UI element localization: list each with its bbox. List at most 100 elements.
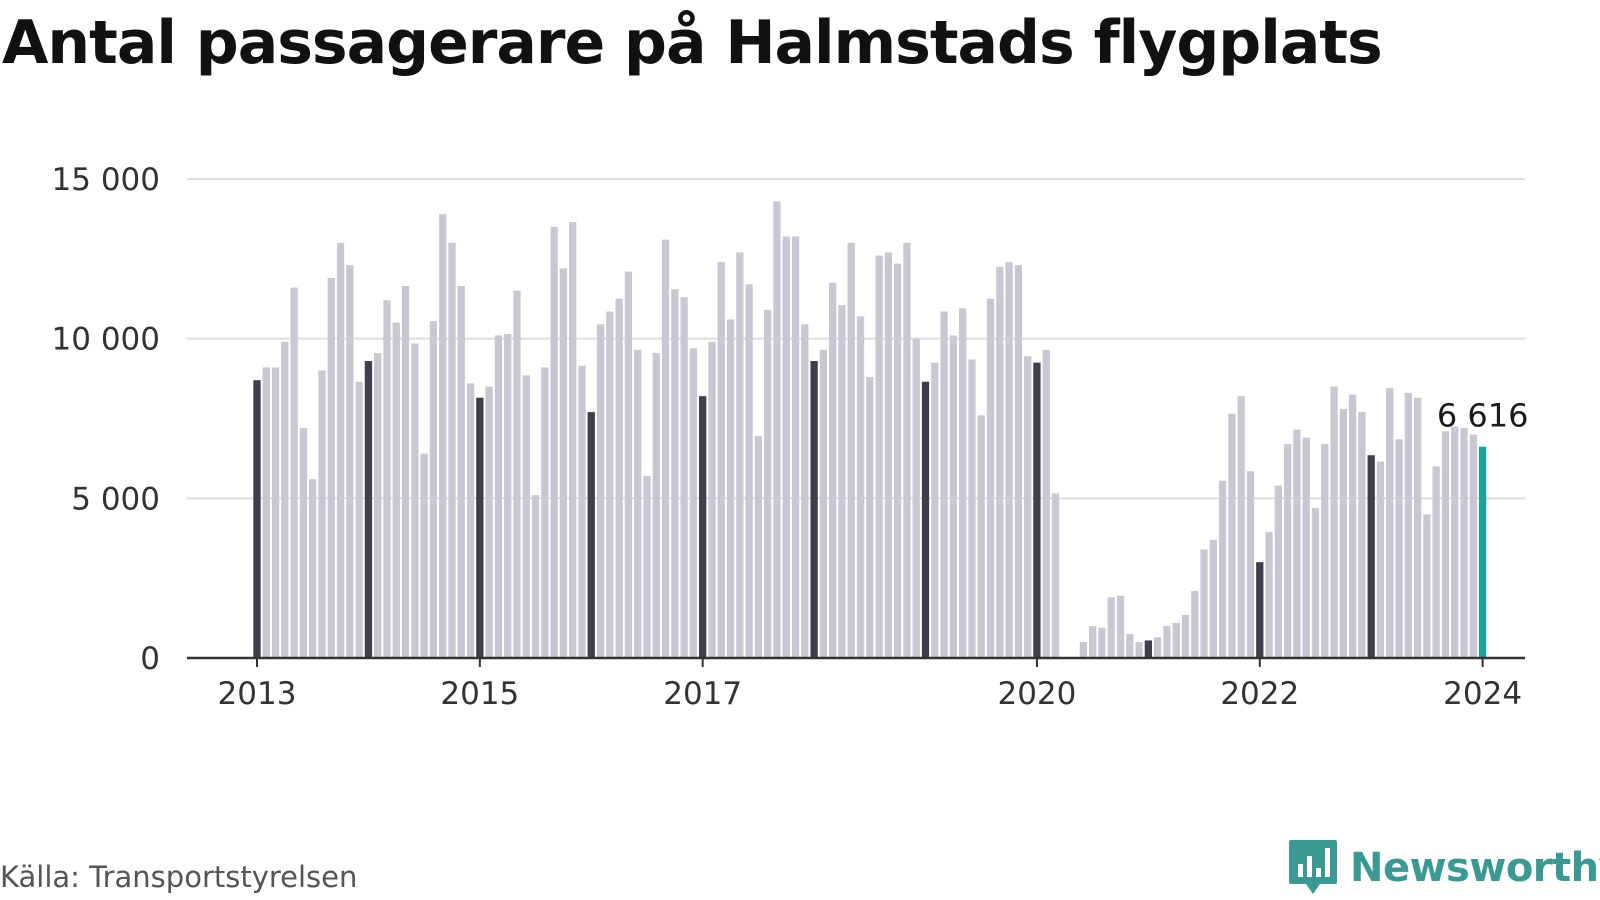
bar bbox=[1432, 466, 1440, 658]
data-label-latest: 6 616 bbox=[1437, 397, 1529, 435]
bar bbox=[439, 214, 447, 658]
bar bbox=[1246, 471, 1255, 658]
bar bbox=[569, 222, 577, 659]
bar bbox=[838, 305, 846, 658]
bar bbox=[977, 415, 985, 658]
bar-january bbox=[1256, 562, 1264, 658]
bar bbox=[1079, 642, 1088, 658]
bar bbox=[1404, 392, 1412, 658]
y-tick-label: 0 bbox=[140, 641, 160, 677]
bar bbox=[949, 335, 958, 658]
bar bbox=[355, 381, 363, 658]
bar bbox=[1469, 434, 1477, 658]
bar bbox=[615, 298, 623, 658]
bar bbox=[1098, 627, 1106, 658]
bar bbox=[522, 375, 530, 658]
bar bbox=[559, 268, 568, 658]
bar-january bbox=[1144, 640, 1153, 658]
bar-chart: 0 5 000 10 000 15 000 2013 2015 2017 2020 2022 20… bbox=[52, 162, 1529, 712]
bar bbox=[1014, 265, 1023, 658]
bar bbox=[689, 348, 698, 658]
bar bbox=[940, 311, 948, 658]
bar bbox=[1228, 413, 1236, 658]
bar bbox=[791, 236, 800, 659]
bar-january bbox=[253, 380, 261, 658]
bar bbox=[346, 265, 354, 658]
bar bbox=[1116, 595, 1125, 658]
bar bbox=[726, 319, 735, 658]
bar bbox=[494, 335, 503, 658]
bar bbox=[634, 349, 642, 658]
bar bbox=[1413, 397, 1422, 658]
bar bbox=[829, 282, 837, 658]
x-tick-label: 2020 bbox=[997, 676, 1076, 712]
bar bbox=[745, 284, 753, 658]
bar bbox=[420, 453, 428, 658]
y-tick-label: 15 000 bbox=[52, 162, 160, 198]
bar bbox=[1237, 396, 1245, 658]
bar bbox=[392, 322, 400, 658]
bar bbox=[1024, 356, 1032, 658]
bar bbox=[262, 367, 270, 658]
bar bbox=[717, 262, 725, 658]
chart-bubble-icon bbox=[1289, 840, 1337, 894]
bar-january bbox=[1367, 455, 1375, 658]
bar bbox=[541, 367, 549, 658]
bar bbox=[596, 324, 605, 658]
bar bbox=[550, 226, 558, 658]
bar bbox=[309, 479, 317, 658]
bar bbox=[986, 298, 995, 658]
bar-january bbox=[810, 361, 818, 658]
bar bbox=[429, 321, 438, 658]
source-note: Källa: Transportstyrelsen bbox=[0, 860, 358, 894]
bar bbox=[1274, 485, 1282, 658]
bar bbox=[1311, 507, 1320, 658]
bar bbox=[856, 316, 865, 658]
x-tick-label: 2015 bbox=[440, 676, 519, 712]
bar bbox=[968, 359, 976, 658]
bar bbox=[466, 383, 475, 658]
bar-january bbox=[1033, 362, 1041, 658]
bar bbox=[764, 309, 772, 658]
bar bbox=[1209, 539, 1217, 658]
bar bbox=[680, 297, 688, 658]
x-tick-label: 2013 bbox=[218, 676, 297, 712]
bar bbox=[866, 376, 874, 658]
bar bbox=[1339, 408, 1347, 658]
bar bbox=[1386, 388, 1394, 658]
bar bbox=[801, 324, 809, 658]
bar bbox=[1051, 493, 1060, 658]
x-tick-label: 2022 bbox=[1220, 676, 1299, 712]
bar bbox=[318, 370, 326, 658]
chart-title: Antal passagerare på Halmstads flygplats bbox=[2, 8, 1383, 78]
bar bbox=[1005, 262, 1013, 658]
brand-logo: Newsworthy bbox=[1288, 838, 1600, 898]
bar bbox=[271, 367, 280, 658]
bar bbox=[281, 341, 289, 658]
bar bbox=[513, 290, 521, 658]
bar bbox=[383, 300, 391, 658]
bar bbox=[531, 495, 540, 658]
bar bbox=[504, 333, 512, 658]
bar bbox=[1089, 626, 1097, 658]
brand-name: Newsworthy bbox=[1350, 845, 1600, 891]
bar bbox=[1358, 412, 1366, 658]
bar bbox=[1302, 437, 1310, 658]
bar bbox=[708, 341, 716, 658]
bar-january bbox=[699, 396, 707, 658]
y-tick-label: 10 000 bbox=[52, 322, 160, 358]
bar bbox=[1293, 429, 1301, 658]
bar bbox=[1135, 642, 1143, 658]
bar bbox=[931, 362, 939, 658]
bar bbox=[578, 365, 586, 658]
bar bbox=[1163, 626, 1171, 658]
bar bbox=[485, 386, 493, 658]
bar bbox=[1172, 622, 1180, 658]
bar bbox=[411, 343, 419, 658]
bar bbox=[1181, 614, 1190, 658]
bar bbox=[1395, 439, 1403, 658]
bar-january bbox=[364, 361, 373, 658]
bar bbox=[912, 338, 920, 658]
bar bbox=[1153, 637, 1162, 658]
bar bbox=[448, 242, 456, 658]
